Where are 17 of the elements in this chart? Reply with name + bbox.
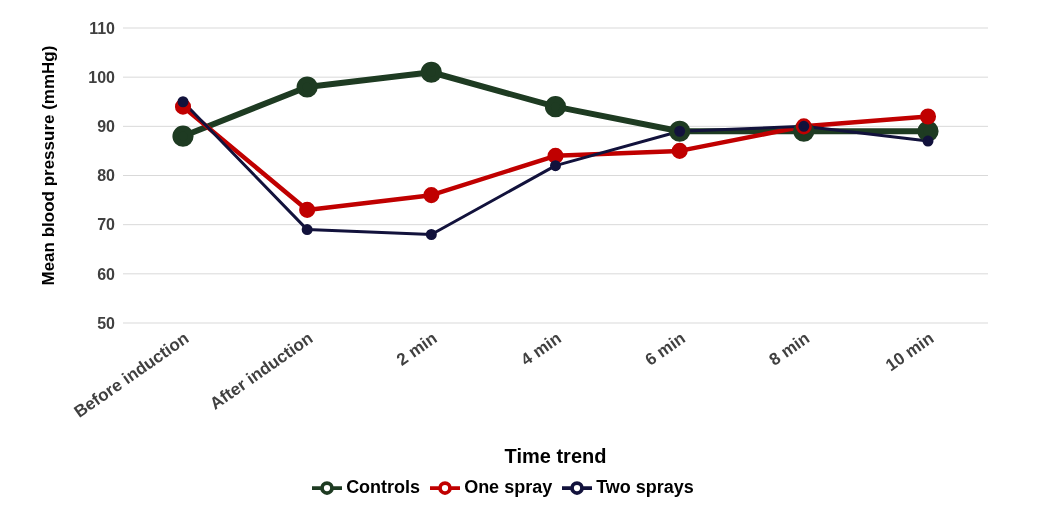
y-tick-label: 60 [97, 265, 116, 283]
y-tick-label: 50 [97, 314, 116, 332]
x-axis-title: Time trend [504, 445, 607, 467]
y-tick-label: 110 [89, 19, 116, 37]
x-tick-label: 2 min [393, 328, 441, 370]
x-tick-label: 6 min [641, 328, 689, 370]
x-tick-label: 4 min [517, 328, 565, 370]
y-tick-label: 80 [97, 167, 116, 185]
y-axis-title: Mean blood pressure (mmHg) [39, 45, 59, 286]
x-tick-label: 8 min [765, 328, 814, 370]
y-tick-label: 100 [88, 68, 116, 86]
x-tick-label: 10 min [882, 328, 938, 376]
y-tick-label: 70 [97, 216, 116, 234]
legend-label: One spray [464, 476, 553, 497]
y-tick-label: 90 [97, 118, 116, 136]
legend-label: Controls [346, 476, 421, 497]
legend-label: Two sprays [596, 476, 694, 497]
